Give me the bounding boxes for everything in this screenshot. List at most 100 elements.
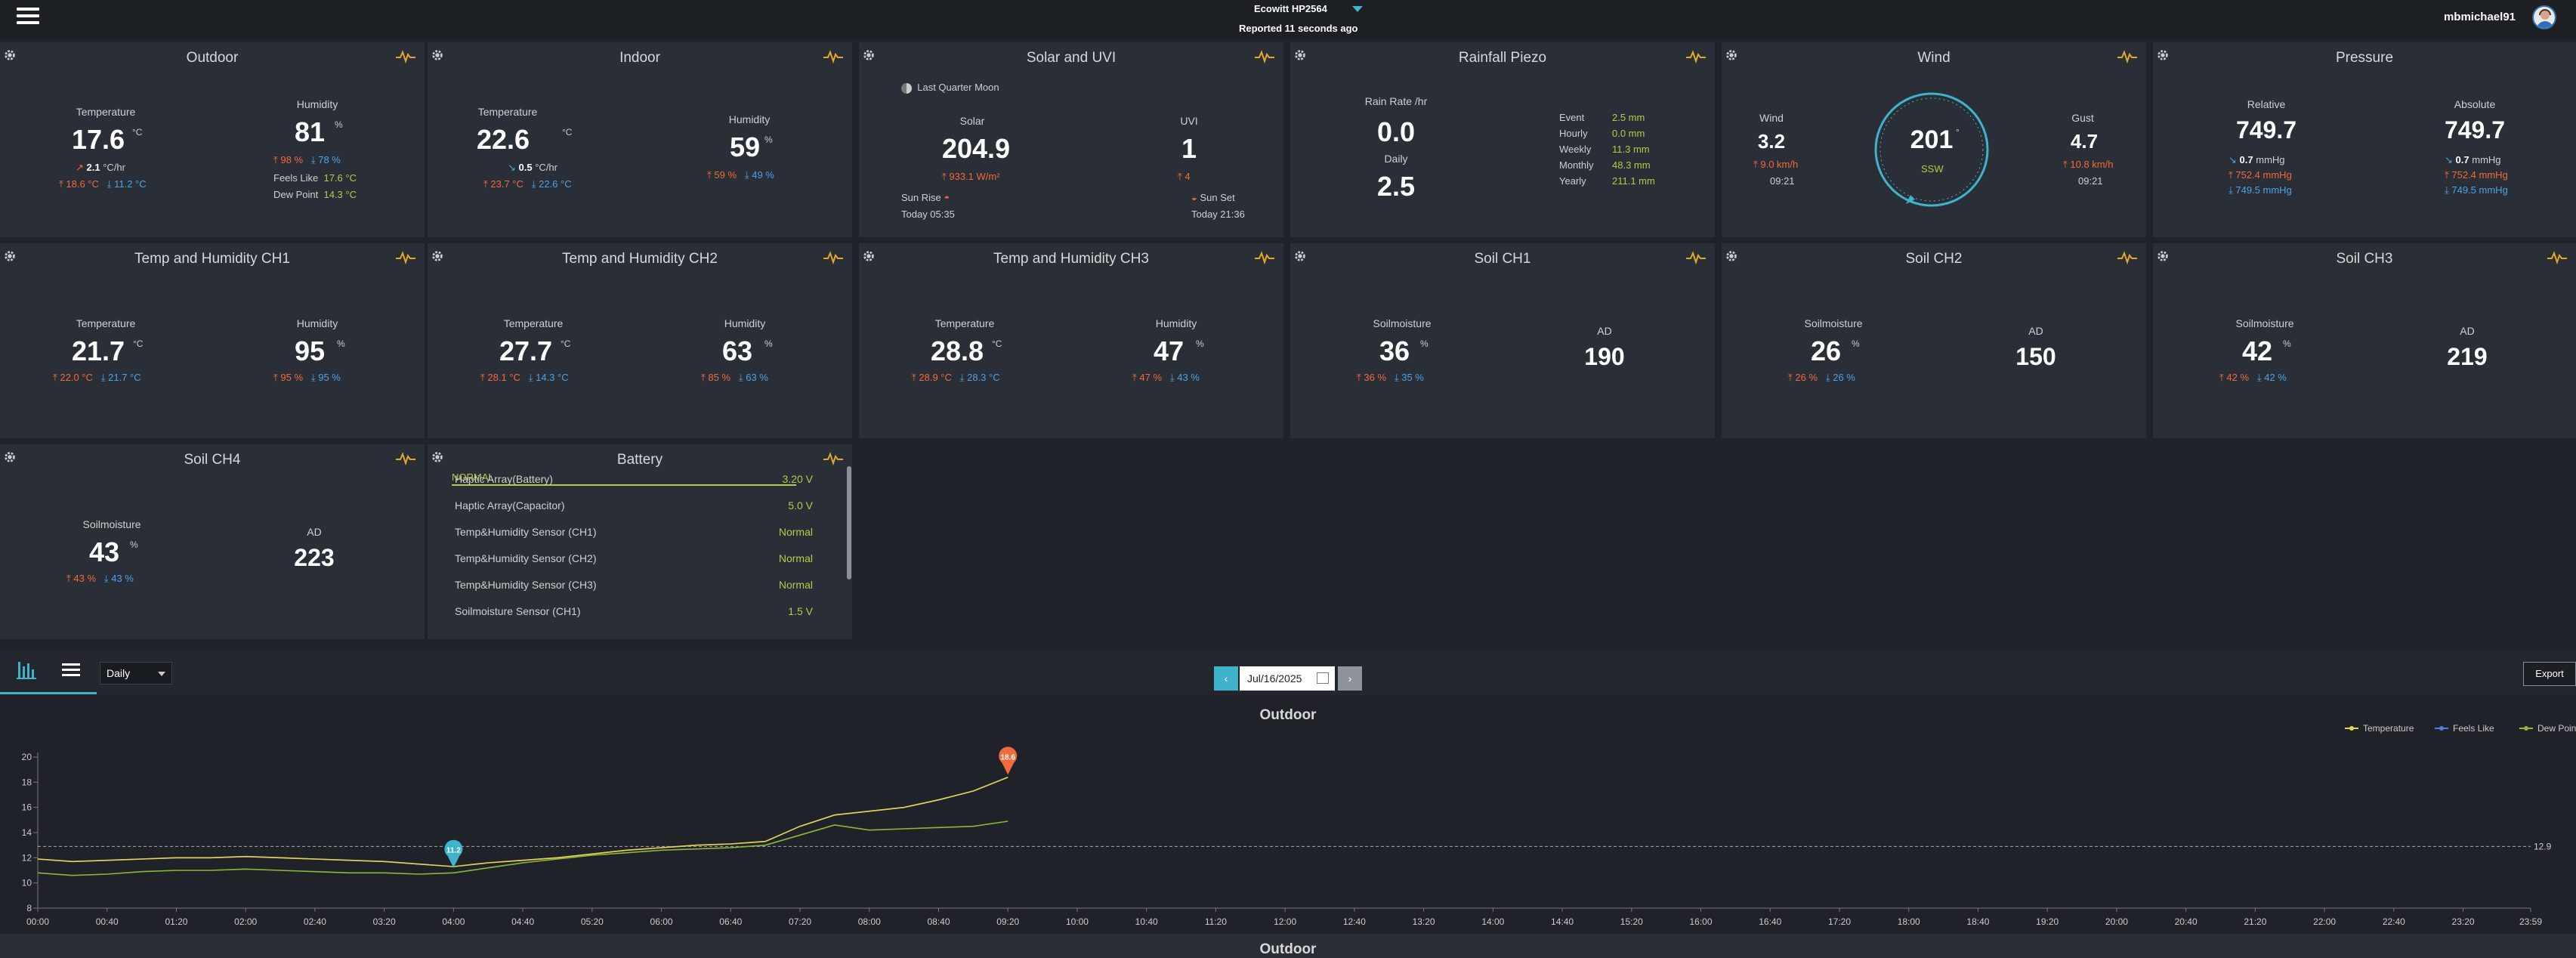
soil1-card: Soil CH1 Soilmoisture 36 % ⤒ 36 % ⤓ 35 %… <box>1290 243 1715 438</box>
gear-icon[interactable] <box>2156 249 2170 263</box>
hum-unit: % <box>335 119 343 130</box>
temp-rate: ↘ 0.5 °C/hr <box>508 162 558 173</box>
chart-pulse-icon[interactable] <box>396 251 415 264</box>
gust-value: 4.7 <box>2070 130 2099 153</box>
temp-minmax: ⤒ 18.6 °C ⤓ 11.2 °C <box>59 178 147 190</box>
chart-view-icon[interactable] <box>14 657 39 683</box>
battery-list[interactable]: Haptic Array(Battery) 3.20 V Haptic Arra… <box>455 473 820 633</box>
temp-value: 27.7 <box>499 335 553 366</box>
chart-pulse-icon[interactable] <box>2547 251 2567 264</box>
chart-title: Outdoor <box>1260 707 1317 723</box>
gear-icon[interactable] <box>862 249 876 263</box>
x-tick-label: 12:40 <box>1343 916 1366 927</box>
list-view-icon[interactable] <box>62 663 80 678</box>
battery-item: Temp&Humidity Sensor (CH1) Normal <box>455 526 813 552</box>
date-value: Jul/16/2025 <box>1247 672 1302 685</box>
x-tick-label: 16:00 <box>1690 916 1713 927</box>
gear-icon[interactable] <box>431 249 444 263</box>
date-input[interactable]: Jul/16/2025 <box>1240 666 1335 691</box>
absolute-max: ⤒ 752.4 mmHg <box>2445 169 2508 181</box>
hum-unit: % <box>1196 338 1204 349</box>
wind-direction-unit: ° <box>1956 127 1960 138</box>
temp-unit: °C <box>561 338 571 349</box>
export-button[interactable]: Export <box>2523 662 2576 686</box>
gear-icon[interactable] <box>2156 48 2170 62</box>
menu-icon[interactable] <box>17 8 39 27</box>
legend-dot <box>2524 726 2528 731</box>
hum-label: Humidity <box>724 317 766 329</box>
battery-item: Soilmoisture Sensor (CH1) 1.5 V <box>455 605 813 632</box>
gear-icon[interactable] <box>1725 48 1738 62</box>
sunset-time: Today 21:36 <box>1191 209 1245 220</box>
chart-pulse-icon[interactable] <box>2117 251 2137 264</box>
chart-pulse-icon[interactable] <box>823 251 843 264</box>
soil4-card: Soil CH4 Soilmoisture 43 % ⤒ 43 % ⤓ 43 %… <box>0 444 425 639</box>
card-title: Battery <box>616 452 663 468</box>
legend-label: Dew Point <box>2537 723 2576 734</box>
chart-pulse-icon[interactable] <box>1255 251 1274 264</box>
x-tick-label: 20:40 <box>2175 916 2198 927</box>
solar-value: 204.9 <box>941 133 1011 164</box>
relative-label: Relative <box>2247 98 2286 110</box>
station-name[interactable]: Ecowitt HP2564 <box>1254 3 1327 14</box>
chart-pulse-icon[interactable] <box>823 452 843 465</box>
battery-scrollbar[interactable] <box>847 466 851 579</box>
max-icon: ⤒ <box>59 178 63 190</box>
chart-pulse-icon[interactable] <box>396 452 415 465</box>
solar-card: Solar and UVI Last Quarter Moon Solar 20… <box>859 42 1283 237</box>
period-select[interactable]: Daily <box>100 662 172 685</box>
gear-icon[interactable] <box>3 450 17 464</box>
gear-icon[interactable] <box>1725 249 1738 263</box>
solar-label: Solar <box>959 115 985 127</box>
temp-value: 28.8 <box>930 335 984 366</box>
outdoor-chart[interactable]: Outdoor 8 10 12 14 16 18 20 00:00 00:40 01:20 02:00… <box>0 703 2576 929</box>
gear-icon[interactable] <box>1293 48 1307 62</box>
wind-max: ⤒ 9.0 km/h <box>1753 159 1799 170</box>
gear-icon[interactable] <box>862 48 876 62</box>
ch1-card: Temp and Humidity CH1 Temperature 21.7 °… <box>0 243 425 438</box>
battery-item-value: Normal <box>778 552 813 564</box>
temp-rate: ↗ 2.1 °C/hr <box>76 162 125 173</box>
extreme-marker <box>444 839 463 868</box>
gear-icon[interactable] <box>431 450 444 464</box>
hum-label: Humidity <box>728 113 771 125</box>
chart-pulse-icon[interactable] <box>1686 50 1706 63</box>
uvi-max: ⤒ 4 <box>1178 171 1191 182</box>
daily-label: Daily <box>1384 153 1408 165</box>
ch3-card: Temp and Humidity CH3 Temperature 28.8 °… <box>859 243 1283 438</box>
period-value: Daily <box>107 667 131 679</box>
username[interactable]: mbmichael91 <box>2443 11 2516 23</box>
battery-item-value: 3.20 V <box>782 473 813 485</box>
temp-label: Temperature <box>503 317 564 329</box>
chart-pulse-icon[interactable] <box>823 50 843 63</box>
outdoor-chart-panel: Outdoor 8 10 12 14 16 18 20 00:00 00:40 01:20 02:00… <box>0 703 2576 929</box>
gear-icon[interactable] <box>3 48 17 62</box>
y-tick-label: 10 <box>22 878 32 888</box>
battery-item: Temp&Humidity Sensor (CH3) Normal <box>455 579 813 605</box>
chart-pulse-icon[interactable] <box>1686 251 1706 264</box>
x-tick-label: 08:00 <box>858 916 881 927</box>
battery-item: Haptic Array(Battery) 3.20 V <box>455 473 813 499</box>
daily-value: 2.5 <box>1376 171 1416 202</box>
rain-rate-value: 0.0 <box>1376 116 1416 147</box>
reference-label: 12.9 <box>2534 841 2552 851</box>
calendar-icon[interactable] <box>1317 672 1329 684</box>
rain-row-value: 2.5 mm <box>1612 112 1645 123</box>
temp-unit: °C <box>992 338 1002 349</box>
station-dropdown-icon[interactable] <box>1352 6 1363 12</box>
gear-icon[interactable] <box>3 249 17 263</box>
y-tick-label: 20 <box>22 752 32 762</box>
chart-toolbar: Daily ‹ Jul/16/2025 › Export <box>0 650 2576 695</box>
avatar[interactable] <box>2532 5 2556 29</box>
feels-like: Feels Like 17.6 °C <box>273 172 357 184</box>
prev-date-button[interactable]: ‹ <box>1214 666 1238 691</box>
gear-icon[interactable] <box>431 48 444 62</box>
next-chart-header: Outdoor <box>0 934 2576 958</box>
chart-pulse-icon[interactable] <box>2117 50 2137 63</box>
next-date-button[interactable]: › <box>1338 666 1362 691</box>
rain-row-value: 0.0 mm <box>1612 128 1645 139</box>
chart-pulse-icon[interactable] <box>396 50 415 63</box>
chart-pulse-icon[interactable] <box>1255 50 1274 63</box>
extreme-marker <box>999 746 1018 775</box>
gear-icon[interactable] <box>1293 249 1307 263</box>
